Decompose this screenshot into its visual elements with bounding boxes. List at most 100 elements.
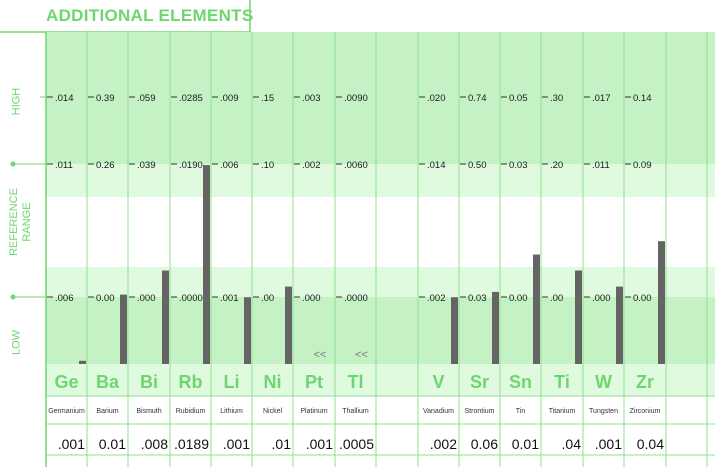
- high-limit-label: .009: [220, 93, 239, 104]
- element-symbol: Rb: [179, 372, 203, 392]
- element-symbol: Sn: [509, 372, 532, 392]
- ref-low-label: .00: [261, 293, 274, 304]
- element-name: Rubidium: [176, 408, 206, 415]
- result-bar: [79, 360, 86, 364]
- element-symbol: Sr: [470, 372, 489, 392]
- element-name: Barium: [96, 408, 118, 415]
- high-limit-label: .30: [550, 93, 563, 104]
- ref-low-marker-dot: [10, 294, 16, 300]
- ref-high-label: .039: [137, 160, 156, 171]
- ref-high-label: .011: [592, 160, 610, 171]
- high-limit-label: .003: [302, 93, 321, 104]
- result-bar: [658, 241, 665, 364]
- chart-title: ADDITIONAL ELEMENTS: [46, 6, 254, 25]
- ref-high-label: .002: [302, 160, 321, 171]
- high-limit-label: 0.05: [509, 93, 528, 104]
- result-value: 0.04: [637, 436, 664, 452]
- band-ref-upper: [46, 164, 715, 197]
- result-bar: [616, 286, 623, 364]
- result-value: .0189: [174, 436, 209, 452]
- ref-low-label: .0000: [179, 293, 203, 304]
- result-value: .001: [223, 436, 250, 452]
- element-symbol: W: [595, 372, 612, 392]
- below-range-flag: <<: [314, 349, 327, 361]
- high-limit-label: .014: [55, 93, 74, 104]
- ref-low-label: .002: [427, 293, 446, 304]
- element-symbol: Ni: [264, 372, 282, 392]
- ref-high-label: 0.03: [509, 160, 528, 171]
- result-bar: [451, 297, 458, 364]
- band-ref-lower: [46, 267, 715, 297]
- result-value: .008: [141, 436, 168, 452]
- element-symbol: Li: [224, 372, 240, 392]
- ref-low-label: 0.00: [96, 293, 115, 304]
- result-value: .01: [272, 436, 292, 452]
- result-value: .0005: [339, 436, 374, 452]
- ref-high-label: 0.09: [633, 160, 652, 171]
- band-symbols: [46, 364, 715, 396]
- element-symbol: Pt: [305, 372, 323, 392]
- high-limit-label: .0285: [179, 93, 203, 104]
- result-value: 0.01: [512, 436, 539, 452]
- element-name: Titanium: [549, 408, 576, 415]
- ref-high-marker-dot: [10, 161, 16, 167]
- ref-high-label: .0060: [344, 160, 368, 171]
- element-name: Lithium: [220, 408, 243, 415]
- ref-low-label: .000: [302, 293, 321, 304]
- ref-low-label: .006: [55, 293, 74, 304]
- ref-low-label: .0000: [344, 293, 368, 304]
- ref-low-label: .000: [592, 293, 611, 304]
- high-limit-label: 0.14: [633, 93, 652, 104]
- element-name: Tin: [516, 408, 526, 415]
- element-name: Tungsten: [589, 408, 618, 415]
- ref-high-label: .0190: [179, 160, 203, 171]
- high-limit-label: .059: [137, 93, 156, 104]
- ref-high-label: 0.50: [468, 160, 487, 171]
- result-bar: [162, 270, 169, 364]
- element-symbol: Ba: [96, 372, 120, 392]
- result-value: .04: [562, 436, 582, 452]
- element-symbol: V: [432, 372, 444, 392]
- element-name: Vanadium: [423, 408, 454, 415]
- result-bar: [203, 165, 210, 364]
- element-name: Zirconium: [630, 408, 661, 415]
- ref-low-label: 0.03: [468, 293, 487, 304]
- below-range-flag: <<: [355, 349, 368, 361]
- ref-high-label: 0.26: [96, 160, 115, 171]
- element-symbol: Bi: [140, 372, 158, 392]
- ref-high-label: .20: [550, 160, 563, 171]
- result-bar: [575, 270, 582, 364]
- result-bar: [533, 254, 540, 364]
- ref-low-label: .000: [137, 293, 156, 304]
- result-value: 0.01: [99, 436, 126, 452]
- ref-low-label: .001: [220, 293, 239, 304]
- element-symbol: Tl: [348, 372, 364, 392]
- ref-low-label: .00: [550, 293, 563, 304]
- result-bar: [120, 294, 127, 364]
- ref-low-label: 0.00: [509, 293, 528, 304]
- element-symbol: Ge: [54, 372, 78, 392]
- element-symbol: Ti: [554, 372, 570, 392]
- result-bar: [492, 291, 499, 364]
- high-limit-label: .017: [592, 93, 611, 104]
- high-limit-label: 0.74: [468, 93, 487, 104]
- high-limit-label: 0.39: [96, 93, 115, 104]
- element-name: Bismuth: [136, 408, 161, 415]
- result-bar: [244, 297, 251, 364]
- result-value: .001: [595, 436, 622, 452]
- element-name: Thallium: [342, 408, 369, 415]
- result-bar: [285, 286, 292, 364]
- element-name: Platinum: [300, 408, 327, 415]
- result-value: 0.06: [471, 436, 498, 452]
- high-limit-label: .020: [427, 93, 446, 104]
- ref-low-label: 0.00: [633, 293, 652, 304]
- ref-high-label: .011: [55, 160, 73, 171]
- band-high: [46, 32, 715, 164]
- ref-high-label: .10: [261, 160, 274, 171]
- ref-high-label: .006: [220, 160, 239, 171]
- band-ref-center: [46, 197, 715, 267]
- element-symbol: Zr: [636, 372, 654, 392]
- result-value: .001: [306, 436, 333, 452]
